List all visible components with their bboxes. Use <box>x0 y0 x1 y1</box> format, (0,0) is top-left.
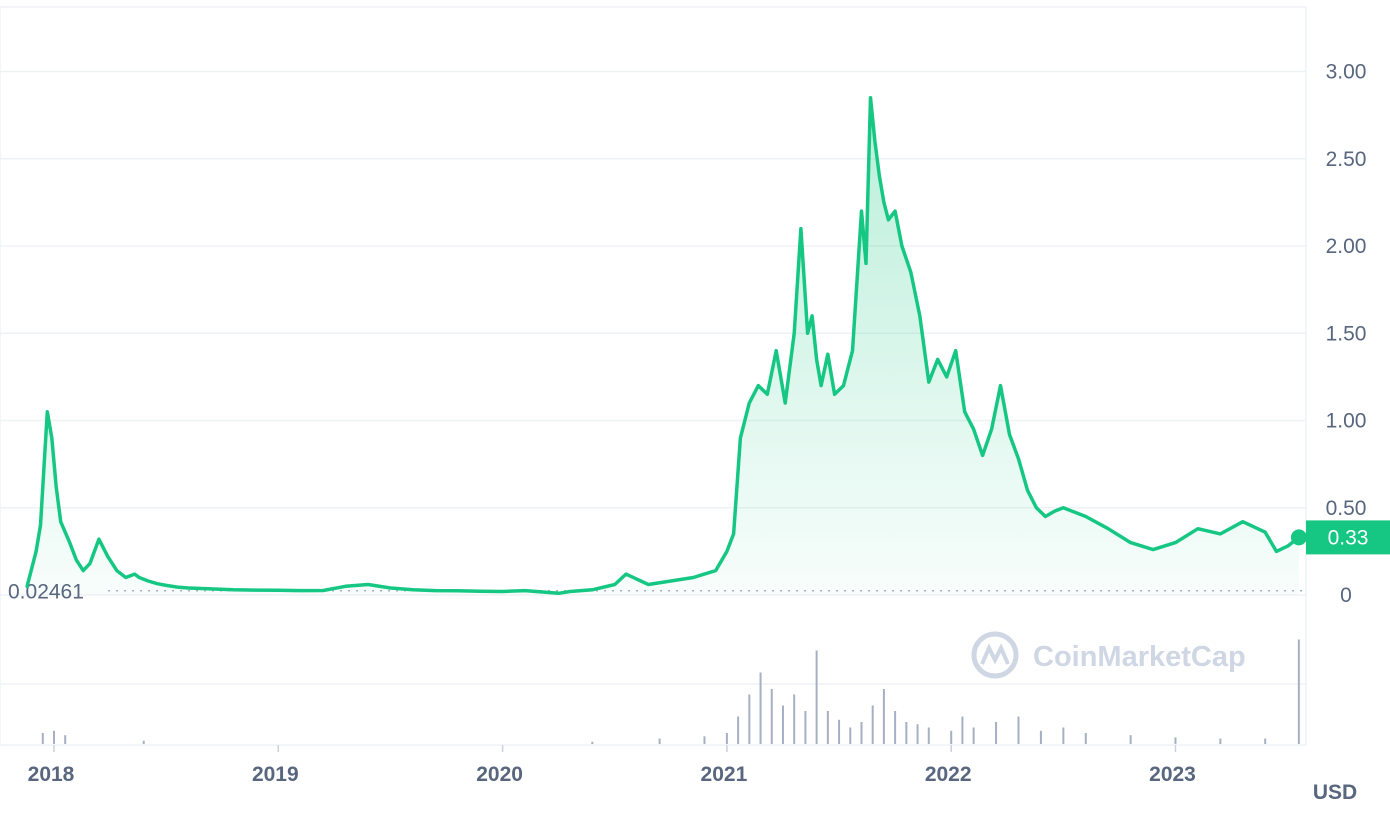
volume-bar <box>826 711 829 744</box>
baseline-label: 0.02461 <box>8 581 84 604</box>
y-axis: 0 0.50 1.00 1.50 2.00 2.50 3.00 <box>1326 61 1367 608</box>
x-tick-label: 2022 <box>925 763 972 786</box>
y-tick-label: 2.50 <box>1326 148 1367 171</box>
volume-bar <box>950 730 953 744</box>
volume-bar <box>927 727 930 744</box>
volume-bar <box>781 705 784 744</box>
volume-bar <box>759 672 762 744</box>
x-tick-label: 2019 <box>252 763 299 786</box>
x-tick-label: 2021 <box>701 763 748 786</box>
volume-bar <box>849 727 852 744</box>
volume-bar <box>793 694 796 744</box>
x-axis: 2018 2019 2020 2021 2022 2023 <box>28 745 1196 786</box>
volume-bars <box>41 639 1300 744</box>
volume-bar <box>860 722 863 744</box>
watermark-text: CoinMarketCap <box>1033 641 1246 673</box>
x-tick-label: 2020 <box>476 763 523 786</box>
y-tick-label: 3.00 <box>1326 61 1367 84</box>
volume-bar <box>1084 733 1087 744</box>
volume-bar <box>972 727 975 744</box>
volume-bar <box>961 716 964 744</box>
volume-bar <box>142 740 145 744</box>
y-tick-label: 2.00 <box>1326 235 1367 258</box>
volume-bar <box>905 722 908 744</box>
volume-bar <box>748 694 751 744</box>
volume-bar <box>737 716 740 744</box>
y-tick-label: 1.50 <box>1326 322 1367 345</box>
volume-bar <box>1017 716 1020 744</box>
volume-bar <box>658 738 661 744</box>
volume-bar <box>1062 727 1065 744</box>
volume-bar <box>1264 738 1267 744</box>
volume-bar <box>916 724 919 744</box>
price-area <box>27 97 1299 595</box>
volume-bar <box>1219 738 1222 744</box>
x-tick-label: 2023 <box>1149 763 1196 786</box>
price-line <box>25 95 1301 596</box>
coinmarketcap-logo-icon <box>971 631 1019 679</box>
current-price-label: 0.33 <box>1328 526 1369 549</box>
volume-bar <box>838 719 841 744</box>
volume-bar <box>41 733 44 744</box>
y-tick-label: 0 <box>1340 584 1352 607</box>
volume-bar <box>871 705 874 744</box>
volume-bar <box>815 650 818 744</box>
volume-bar <box>995 722 998 744</box>
volume-bar <box>1297 639 1300 744</box>
current-price-badge: 0.33 <box>1306 520 1390 555</box>
y-tick-label: 1.00 <box>1326 410 1367 433</box>
volume-bar <box>53 730 55 744</box>
volume-bar <box>882 689 885 744</box>
plot-frame <box>0 6 1307 746</box>
volume-bar <box>804 711 807 744</box>
volume-bar <box>725 733 728 744</box>
volume-bar <box>703 736 706 744</box>
volume-bar <box>1039 730 1042 744</box>
currency-label: USD <box>1313 781 1357 804</box>
volume-bar <box>894 711 897 744</box>
volume-bar <box>1129 735 1132 744</box>
volume-bar <box>591 741 594 744</box>
grid-lines <box>0 70 1306 685</box>
volume-bar <box>64 735 67 744</box>
volume-bar <box>770 689 773 744</box>
current-price-dot <box>1290 529 1307 546</box>
x-tick-label: 2018 <box>28 763 75 786</box>
y-tick-label: 0.50 <box>1326 497 1367 520</box>
volume-bar <box>1174 737 1177 744</box>
